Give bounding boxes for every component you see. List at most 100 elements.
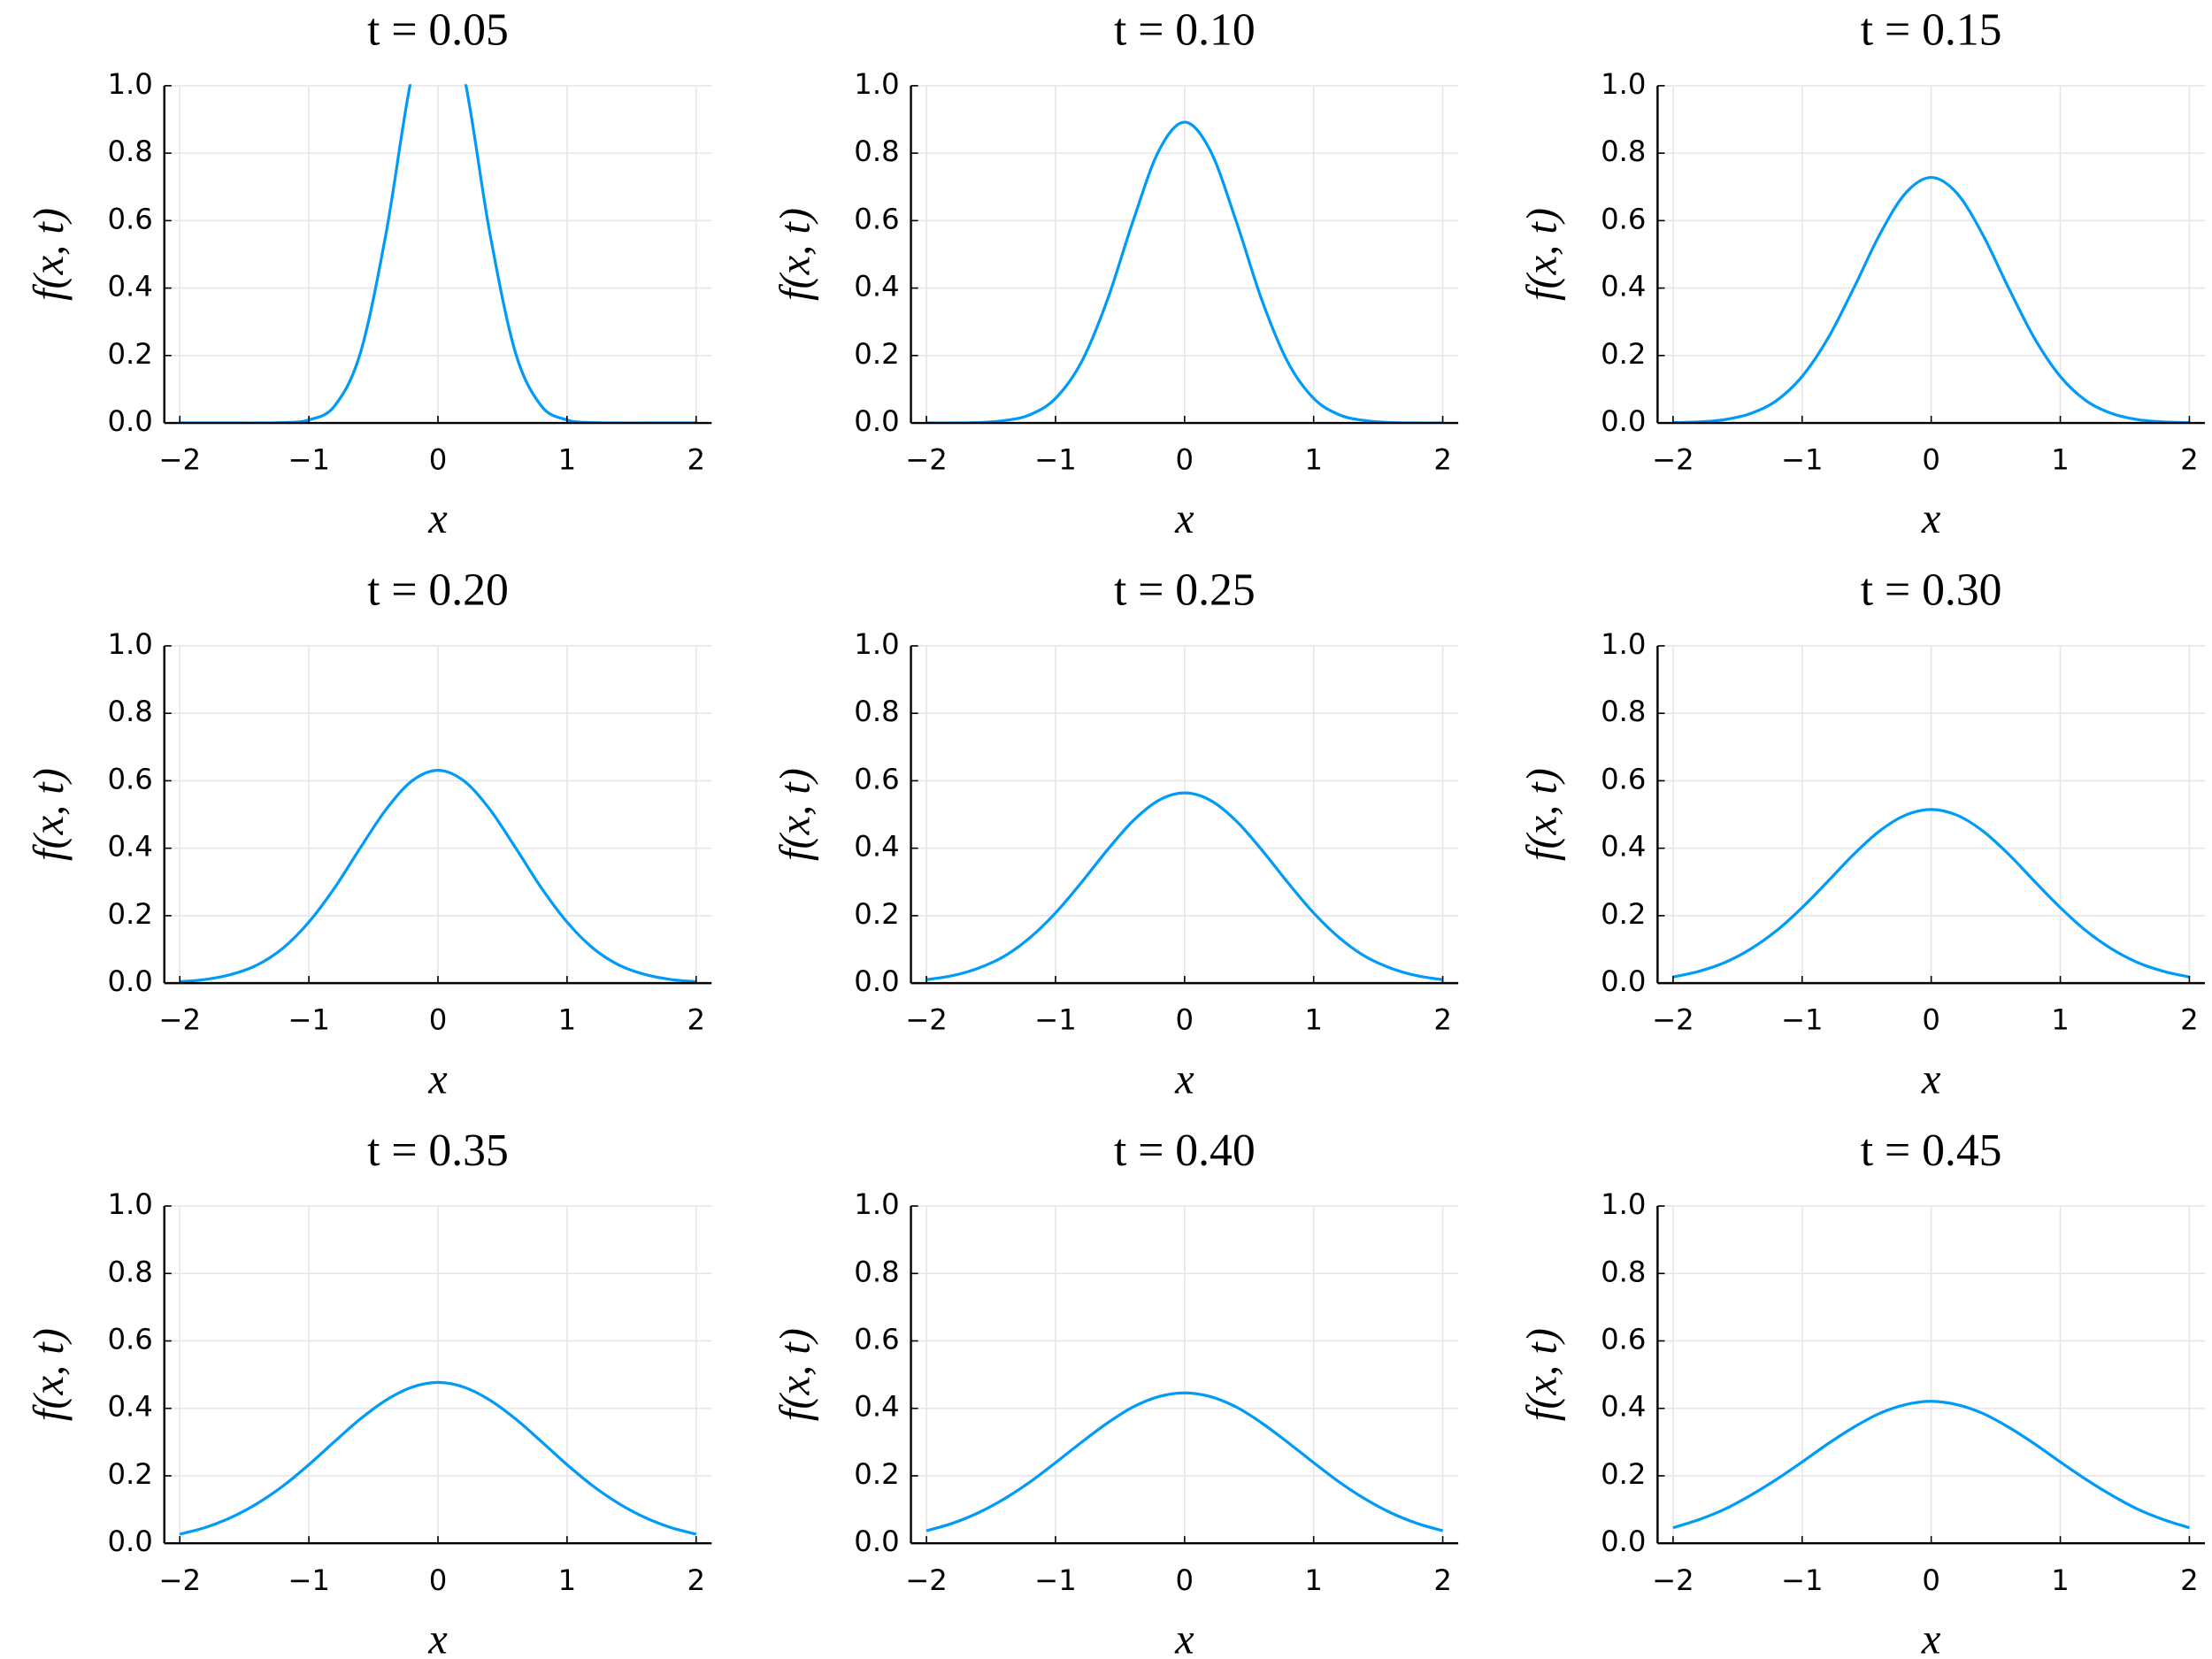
y-tick-label: 0.0 [1601,964,1646,998]
x-tick-label: 1 [558,443,577,477]
x-tick-label: 2 [1433,1003,1452,1037]
x-tick-label: 2 [687,1003,705,1037]
x-tick-label: −1 [1781,443,1824,477]
line-series [180,768,696,984]
x-tick-label: −2 [1652,1003,1694,1037]
x-tick-label: −2 [905,443,948,477]
x-axis-label: x [1921,1056,1941,1102]
y-tick-label: 0.8 [854,1255,899,1288]
x-tick-label: 1 [2051,1563,2070,1597]
x-tick-label: 2 [2180,443,2199,477]
x-tick-label: 2 [1433,1563,1452,1597]
y-tick-label: 0.2 [1601,1457,1646,1491]
y-tick-label: 0.6 [1601,202,1646,235]
x-tick-label: −2 [905,1003,948,1037]
y-tick-label: 0.0 [1601,1525,1646,1558]
x-axis-label: x [1174,1056,1194,1102]
y-tick-label: 0.8 [107,695,152,728]
y-tick-label: 0.2 [854,1457,899,1491]
y-tick-label: 0.8 [1601,1255,1646,1288]
x-tick-label: −1 [288,443,330,477]
subplot: −2 −1 0 1 2 0.0 0.2 0.4 0.6 0.8 1.0 t = 0.35 x f(x, t… [26,1125,712,1659]
y-tick-label: 0.6 [107,762,152,795]
subplot: −2 −1 0 1 2 0.0 0.2 0.4 0.6 0.8 1.0 t = 0.30 x f(x, t… [1519,565,2205,1102]
y-tick-label: 1.0 [107,627,152,661]
x-tick-label: 1 [558,1563,577,1597]
x-axis-label: x [427,1056,448,1102]
x-tick-label: 0 [1176,443,1194,477]
chart-title: t = 0.15 [1861,5,2002,56]
x-tick-label: −1 [1781,1003,1824,1037]
x-tick-label: 0 [1176,1563,1194,1597]
y-tick-label: 0.8 [107,1255,152,1288]
x-tick-label: 0 [1922,1003,1940,1037]
y-tick-label: 0.2 [107,1457,152,1491]
x-tick-label: −1 [1034,443,1077,477]
x-tick-label: −2 [905,1563,948,1597]
y-tick-label: 0.8 [854,134,899,168]
line-series [926,1391,1444,1532]
subplot: −2 −1 0 1 2 0.0 0.2 0.4 0.6 0.8 1.0 t = 0.40 x f(x, t… [772,1125,1459,1659]
x-tick-label: 0 [1922,443,1940,477]
x-tick-label: −2 [1652,443,1694,477]
subplot: −2 −1 0 1 2 0.0 0.2 0.4 0.6 0.8 1.0 t = 0.10 x f(x, t… [772,5,1459,542]
x-tick-label: 1 [2051,1003,2070,1037]
y-tick-label: 0.2 [854,897,899,931]
x-tick-label: −1 [1034,1003,1077,1037]
chart-title: t = 0.40 [1114,1125,1256,1176]
y-tick-label: 0.4 [1601,270,1646,303]
y-tick-label: 1.0 [1601,627,1646,661]
y-tick-label: 0.6 [854,202,899,235]
y-tick-label: 1.0 [854,67,899,101]
subplot: −2 −1 0 1 2 0.0 0.2 0.4 0.6 0.8 1.0 t = 0.15 x f(x, t… [1519,5,2205,542]
subplot: −2 −1 0 1 2 0.0 0.2 0.4 0.6 0.8 1.0 t = 0.20 x f(x, t… [26,565,712,1102]
x-tick-label: 2 [687,1563,705,1597]
y-axis-label: f(x, t) [1519,1328,1566,1421]
x-tick-label: 0 [429,443,448,477]
line-series [926,791,1443,981]
y-tick-label: 0.6 [107,1323,152,1356]
y-tick-label: 0.6 [1601,762,1646,795]
line-series [1672,1400,2190,1530]
x-tick-label: −1 [1034,1563,1077,1597]
x-tick-label: 2 [687,443,705,477]
y-axis-label: f(x, t) [26,768,73,861]
y-tick-label: 1.0 [854,627,899,661]
x-axis-label: x [427,495,448,542]
x-tick-label: −1 [1781,1563,1824,1597]
y-axis-label: f(x, t) [772,208,819,301]
y-tick-label: 1.0 [107,67,152,101]
x-tick-label: 0 [429,1563,448,1597]
y-axis-label: f(x, t) [1519,208,1566,301]
x-tick-label: 2 [1433,443,1452,477]
chart-title: t = 0.30 [1861,565,2002,616]
y-tick-label: 0.0 [107,964,152,998]
x-tick-label: −1 [288,1563,330,1597]
chart-title: t = 0.25 [1114,565,1256,616]
y-tick-label: 0.2 [107,337,152,371]
line-series [179,1380,697,1536]
y-tick-label: 1.0 [1601,67,1646,101]
y-tick-label: 0.4 [1601,830,1646,864]
chart-title: t = 0.20 [367,565,509,616]
x-axis-label: x [1174,495,1194,542]
x-tick-label: 1 [2051,443,2070,477]
line-series [926,120,1443,424]
x-tick-label: −2 [1652,1563,1694,1597]
y-tick-label: 0.6 [107,202,152,235]
y-tick-label: 0.8 [1601,134,1646,168]
y-tick-label: 0.4 [107,830,152,864]
y-tick-label: 0.8 [854,695,899,728]
y-tick-label: 0.4 [107,270,152,303]
x-tick-label: 2 [2180,1563,2199,1597]
y-tick-label: 0.0 [1601,404,1646,438]
x-axis-label: x [1921,495,1941,542]
y-tick-label: 0.4 [854,1390,899,1424]
x-tick-label: −2 [158,1563,201,1597]
subplot: −2 −1 0 1 2 0.0 0.2 0.4 0.6 0.8 1.0 t = 0.05 x f(x, t… [26,5,712,542]
y-tick-label: 0.0 [107,1525,152,1558]
y-tick-label: 0.4 [854,270,899,303]
line-series [1672,808,2190,979]
